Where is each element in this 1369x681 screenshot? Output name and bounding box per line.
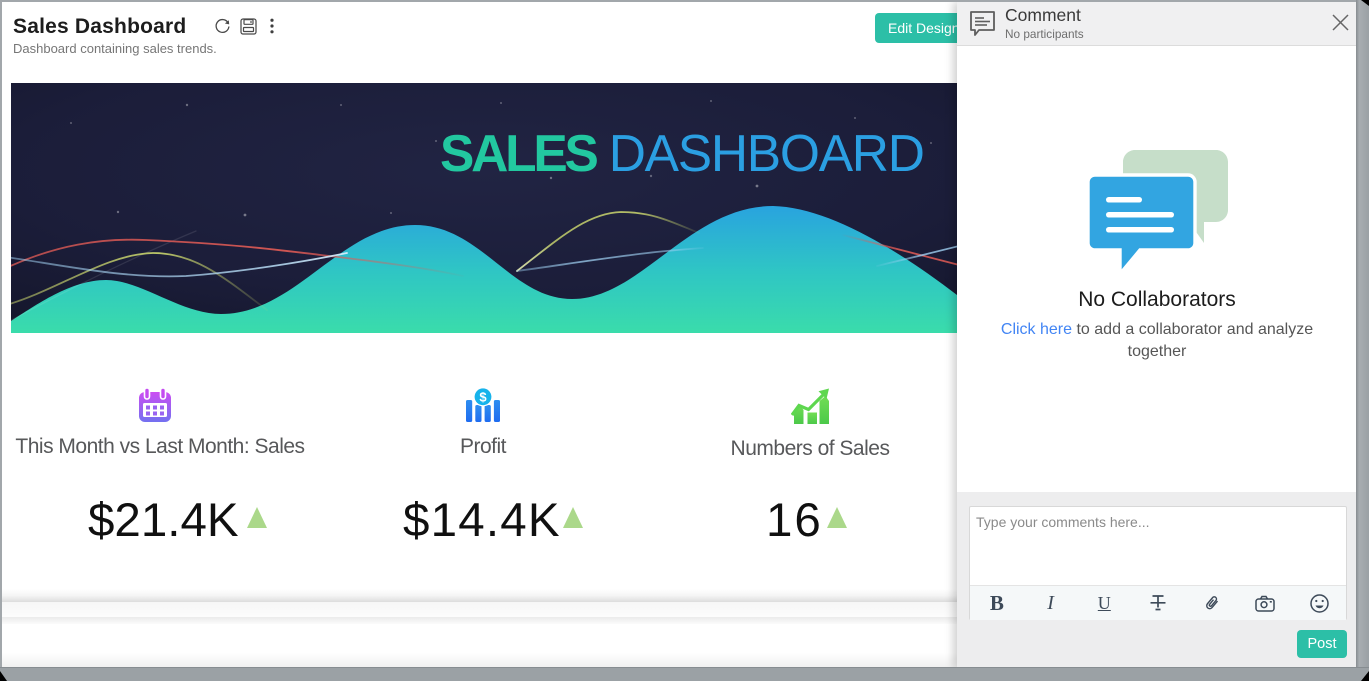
svg-text:$: $ [479, 390, 487, 405]
